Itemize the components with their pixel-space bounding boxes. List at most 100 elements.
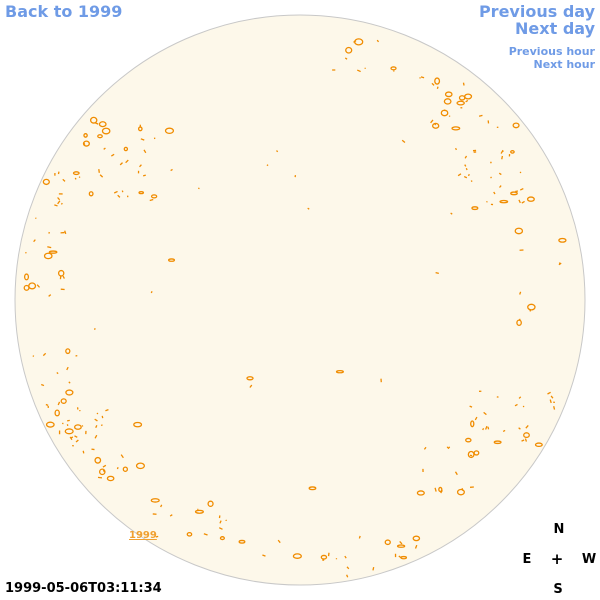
contour-mark — [526, 196, 535, 202]
contour-mark — [72, 171, 80, 176]
contour-mark — [97, 134, 103, 139]
next-hour-link[interactable]: Next hour — [533, 58, 596, 71]
contour-mark — [412, 535, 421, 542]
contour-mark — [454, 147, 458, 151]
contour-mark — [276, 150, 279, 153]
contour-mark — [68, 381, 71, 384]
contour-mark — [514, 227, 524, 235]
contour-mark — [266, 164, 269, 167]
contour-mark — [547, 391, 551, 395]
contour-mark — [464, 93, 473, 100]
contour-mark — [516, 319, 522, 326]
contour-mark — [277, 539, 281, 544]
contour-mark — [138, 190, 145, 195]
contour-mark — [358, 535, 361, 539]
contour-mark — [57, 401, 61, 406]
contour-mark — [435, 272, 439, 275]
contour-mark — [534, 442, 543, 448]
contour-mark — [102, 464, 107, 468]
previous-hour-link[interactable]: Previous hour — [508, 45, 595, 58]
contour-mark — [487, 426, 490, 430]
contour-mark — [456, 100, 465, 106]
contour-mark — [238, 539, 246, 544]
contour-mark — [353, 40, 357, 43]
contour-mark — [335, 369, 345, 374]
contour-mark — [48, 294, 52, 297]
contour-mark — [142, 174, 146, 177]
contour-mark — [461, 488, 464, 491]
next-day-link[interactable]: Next day — [515, 19, 595, 38]
compass-north: N — [553, 522, 565, 537]
contour-mark — [489, 161, 492, 164]
contour-mark — [527, 303, 536, 311]
contour-mark — [42, 178, 50, 186]
contour-mark — [98, 468, 106, 476]
contour-mark — [139, 164, 142, 168]
contour-mark — [246, 376, 254, 381]
contour-mark — [102, 469, 105, 473]
contour-mark — [25, 251, 27, 254]
contour-mark — [518, 396, 522, 399]
contour-mark — [93, 328, 96, 330]
contour-mark — [122, 466, 129, 473]
contour-mark — [376, 39, 380, 43]
contour-mark — [462, 82, 465, 86]
contour-mark — [23, 273, 30, 281]
contour-mark — [54, 409, 60, 417]
contour-mark — [121, 190, 124, 193]
year-link[interactable]: 1999 — [129, 530, 157, 541]
contour-mark — [218, 527, 223, 530]
contour-mark — [399, 540, 403, 545]
contour-mark — [150, 291, 153, 294]
contour-mark — [510, 191, 518, 196]
contour-mark — [60, 398, 67, 404]
compass-south: S — [553, 582, 563, 597]
contour-mark — [64, 428, 74, 435]
contour-mark — [88, 191, 94, 197]
contour-mark — [482, 427, 485, 431]
contour-mark — [113, 190, 118, 194]
contour-mark — [474, 416, 478, 421]
contour-mark — [23, 284, 30, 291]
contour-mark — [203, 533, 208, 536]
contour-mark — [493, 440, 502, 445]
contour-mark — [434, 77, 441, 85]
contour-mark — [32, 355, 35, 357]
contour-mark — [57, 269, 65, 277]
contour-mark — [47, 246, 52, 249]
contour-mark — [469, 405, 473, 408]
contour-mark — [434, 487, 437, 492]
contour-mark — [320, 554, 328, 560]
contour-mark — [521, 200, 525, 204]
contour-mark — [372, 566, 375, 571]
contour-mark — [519, 187, 524, 191]
contour-mark — [456, 488, 465, 496]
contour-mark — [550, 395, 554, 399]
contour-mark — [150, 194, 158, 199]
contour-mark — [501, 155, 504, 160]
contour-mark — [464, 164, 467, 167]
observation-timestamp: 1999-05-06T03:11:34 — [5, 581, 162, 596]
contour-mark — [140, 138, 145, 141]
contour-mark — [137, 126, 143, 132]
contour-mark — [450, 212, 453, 215]
contour-mark — [502, 429, 506, 433]
contour-mark — [36, 284, 41, 288]
contour-mark — [74, 435, 78, 438]
contour-mark — [416, 490, 425, 496]
contour-mark — [82, 450, 85, 454]
contour-mark — [438, 486, 443, 493]
contour-mark — [160, 504, 163, 508]
contour-mark — [120, 454, 124, 459]
contour-mark — [95, 425, 98, 429]
contour-mark — [57, 200, 61, 205]
contour-mark — [553, 406, 556, 410]
contour-mark — [83, 133, 88, 138]
contour-mark — [465, 99, 469, 103]
contour-mark — [500, 149, 504, 154]
previous-day-link[interactable]: Previous day — [478, 2, 595, 21]
contour-mark — [75, 439, 79, 443]
back-to-year-link[interactable]: Back to 1999 — [5, 2, 123, 21]
contour-mark — [558, 262, 562, 266]
